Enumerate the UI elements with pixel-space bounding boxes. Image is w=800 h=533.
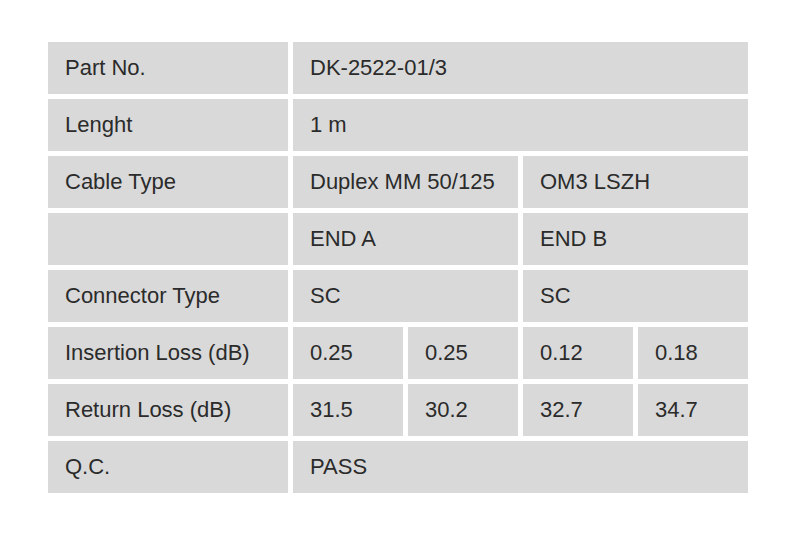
return-loss-a2: 30.2 (408, 384, 518, 436)
length-label: Lenght (48, 99, 288, 151)
part-no-label: Part No. (48, 42, 288, 94)
part-no-value: DK-2522-01/3 (293, 42, 748, 94)
row-end-headers: END A END B (48, 213, 748, 265)
connector-type-end-a: SC (293, 270, 518, 322)
row-part-no: Part No. DK-2522-01/3 (48, 42, 748, 94)
insertion-loss-a2: 0.25 (408, 327, 518, 379)
cable-type-value-2: OM3 LSZH (523, 156, 748, 208)
qc-label: Q.C. (48, 441, 288, 493)
return-loss-label: Return Loss (dB) (48, 384, 288, 436)
return-loss-b2: 34.7 (638, 384, 748, 436)
end-headers-empty-cell (48, 213, 288, 265)
insertion-loss-a1: 0.25 (293, 327, 403, 379)
end-a-header: END A (293, 213, 518, 265)
return-loss-a1: 31.5 (293, 384, 403, 436)
row-length: Lenght 1 m (48, 99, 748, 151)
insertion-loss-b1: 0.12 (523, 327, 633, 379)
qc-value: PASS (293, 441, 748, 493)
cable-type-value-1: Duplex MM 50/125 (293, 156, 518, 208)
insertion-loss-label: Insertion Loss (dB) (48, 327, 288, 379)
cable-type-label: Cable Type (48, 156, 288, 208)
return-loss-b1: 32.7 (523, 384, 633, 436)
end-b-header: END B (523, 213, 748, 265)
insertion-loss-b2: 0.18 (638, 327, 748, 379)
row-qc: Q.C. PASS (48, 441, 748, 493)
row-cable-type: Cable Type Duplex MM 50/125 OM3 LSZH (48, 156, 748, 208)
row-return-loss: Return Loss (dB) 31.5 30.2 32.7 34.7 (48, 384, 748, 436)
spec-table: Part No. DK-2522-01/3 Lenght 1 m Cable T… (43, 37, 753, 498)
connector-type-end-b: SC (523, 270, 748, 322)
row-connector-type: Connector Type SC SC (48, 270, 748, 322)
row-insertion-loss: Insertion Loss (dB) 0.25 0.25 0.12 0.18 (48, 327, 748, 379)
page: Part No. DK-2522-01/3 Lenght 1 m Cable T… (0, 0, 800, 533)
connector-type-label: Connector Type (48, 270, 288, 322)
length-value: 1 m (293, 99, 748, 151)
